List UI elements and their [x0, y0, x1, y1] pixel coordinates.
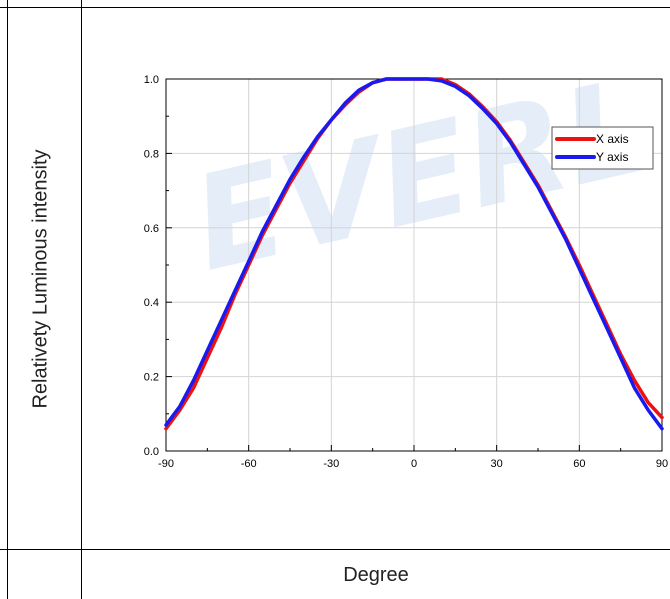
x-tick-label: -60 — [241, 458, 257, 470]
x-tick-label: 90 — [656, 458, 668, 470]
x-axis-label: Degree — [343, 564, 409, 586]
y-tick-label: 0.0 — [144, 446, 159, 458]
legend-box — [551, 126, 654, 170]
middle-divider — [0, 549, 670, 550]
x-tick-label: -30 — [323, 458, 339, 470]
x-tick-label: 60 — [573, 458, 585, 470]
legend: X axis Y axis — [551, 126, 654, 170]
watermark-text: EVERL — [180, 49, 664, 301]
x-tick-label: 0 — [411, 458, 417, 470]
y-tick-label: 0.4 — [144, 297, 159, 309]
tick-layer: -90 -60 -30 0 30 60 90 0.0 0.2 0.4 0.6 0.8 1.0 — [144, 74, 668, 470]
x-axis-label-cell: Degree — [82, 550, 670, 599]
legend-label: Y axis — [596, 150, 628, 164]
left-border — [7, 0, 8, 599]
y-tick-label: 0.8 — [144, 148, 159, 160]
legend-label: X axis — [596, 132, 629, 146]
column-divider — [81, 0, 82, 599]
y-tick-label: 0.6 — [144, 223, 159, 235]
x-tick-label: -90 — [158, 458, 174, 470]
series-line-y-axis — [164, 77, 664, 431]
y-tick-label: 1.0 — [144, 74, 159, 86]
x-tick-label: 30 — [491, 458, 503, 470]
top-border — [0, 7, 670, 8]
series-layer — [164, 77, 664, 431]
y-tick-label: 0.2 — [144, 372, 159, 384]
